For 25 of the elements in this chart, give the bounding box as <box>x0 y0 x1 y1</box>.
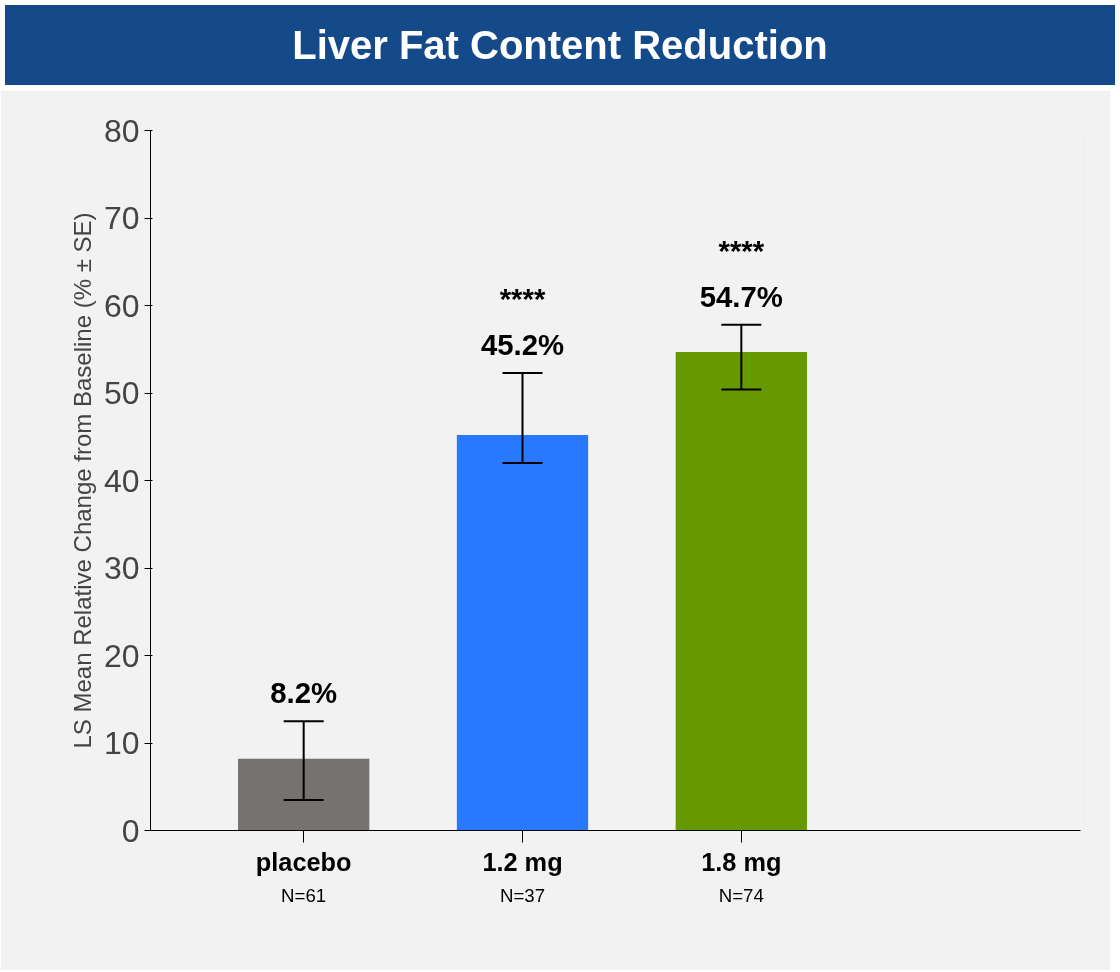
text: N=61 <box>281 884 327 906</box>
data-label: 45.2% <box>480 327 565 361</box>
x-tick-label: 1.8 mg <box>701 847 782 876</box>
annotation: **** <box>499 281 546 315</box>
y-tick-label: 0 <box>121 812 140 849</box>
bar <box>238 758 370 831</box>
y-tick-label: 70 <box>103 200 140 236</box>
chart-title: Liver Fat Content Reduction <box>292 22 828 69</box>
annotation: **** <box>718 233 765 267</box>
bar <box>456 435 589 831</box>
y-tick-label: 80 <box>103 112 140 149</box>
y-tick-label: 10 <box>103 725 140 761</box>
data-label: 54.7% <box>699 279 783 313</box>
data-label: 8.2% <box>270 676 338 710</box>
text: N=74 <box>718 884 764 906</box>
x-tick-label: 1.2 mg <box>482 847 563 876</box>
y-axis-title: LS Mean Relative Change from Baseline (% ± SE) <box>68 212 96 749</box>
y-tick-label: 40 <box>103 462 140 499</box>
y-tick-label: 30 <box>103 550 140 586</box>
x-tick-label: placebo <box>255 847 352 876</box>
bar <box>675 351 807 831</box>
y-tick-label: 20 <box>103 637 140 674</box>
y-tick-label: 60 <box>103 287 140 324</box>
y-tick-label: 50 <box>103 375 140 411</box>
text: N=37 <box>499 884 546 906</box>
